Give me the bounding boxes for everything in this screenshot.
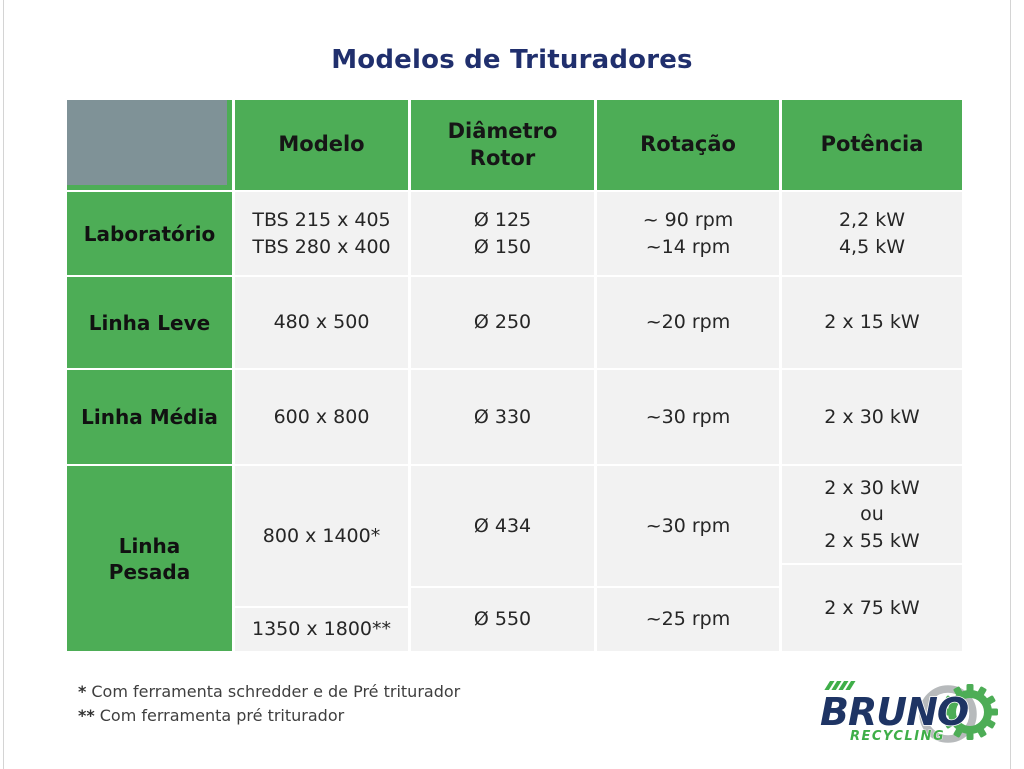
footnote-1: * Com ferramenta schredder e de Pré tritu… — [78, 680, 460, 704]
footnotes: * Com ferramenta schredder e de Pré tritu… — [78, 680, 460, 728]
bruno-recycling-logo: BRUNO RECYCLING — [819, 681, 998, 744]
cell-linha-pesada-potencia-top: 2 x 30 kW ou 2 x 55 kW — [782, 466, 962, 563]
cell-laboratorio-diametro: Ø 125 Ø 150 — [411, 192, 594, 275]
footnote-2-text: Com ferramenta pré triturador — [99, 706, 345, 725]
cell-linha-pesada-modelo-bottom: 1350 x 1800** — [235, 608, 408, 651]
cell-linha-leve-rotacao: ~20 rpm — [597, 277, 779, 368]
slide-edge-left — [3, 0, 4, 769]
column-modelo: Modelo TBS 215 x 405 TBS 280 x 400 480 x… — [235, 100, 408, 651]
logo-subtitle-text: RECYCLING — [850, 729, 945, 744]
logo-brand-text: BRUNO — [820, 690, 968, 734]
cell-linha-pesada-potencia-bottom: 2 x 75 kW — [782, 565, 962, 651]
corner-cell — [67, 100, 232, 190]
column-row-labels: Laboratório Linha Leve Linha Média Linha… — [67, 100, 232, 651]
logo-swoosh-icon — [919, 685, 977, 743]
cell-linha-leve-diametro: Ø 250 — [411, 277, 594, 368]
cell-linha-leve-potencia: 2 x 15 kW — [782, 277, 962, 368]
row-label-linha-pesada: Linha Pesada — [67, 466, 232, 651]
cell-linha-media-modelo: 600 x 800 — [235, 370, 408, 464]
footnote-1-text: Com ferramenta schredder e de Pré tritur… — [91, 682, 461, 701]
cell-linha-pesada-modelo-top: 800 x 1400* — [235, 466, 408, 606]
header-cell-potencia: Potência — [782, 100, 962, 190]
cell-laboratorio-rotacao: ~ 90 rpm ~14 rpm — [597, 192, 779, 275]
header-cell-modelo: Modelo — [235, 100, 408, 190]
logo-hatch-marks-icon — [824, 681, 856, 690]
row-label-linha-media: Linha Média — [67, 370, 232, 464]
footnote-1-marker: * — [78, 682, 87, 701]
footnote-2-marker: ** — [78, 706, 95, 725]
corner-cell-overlay — [67, 100, 227, 185]
models-table: Laboratório Linha Leve Linha Média Linha… — [67, 100, 962, 651]
cell-linha-pesada-diametro-bottom: Ø 550 — [411, 588, 594, 651]
cell-linha-media-potencia: 2 x 30 kW — [782, 370, 962, 464]
footnote-2: ** Com ferramenta pré triturador — [78, 704, 460, 728]
cell-linha-pesada-rotacao-top: ~30 rpm — [597, 466, 779, 586]
cell-linha-pesada-diametro-top: Ø 434 — [411, 466, 594, 586]
header-cell-rotacao: Rotação — [597, 100, 779, 190]
gear-icon — [942, 684, 998, 740]
column-potencia: Potência 2,2 kW 4,5 kW 2 x 15 kW 2 x 30 … — [782, 100, 962, 651]
row-label-linha-leve: Linha Leve — [67, 277, 232, 368]
header-cell-diametro: Diâmetro Rotor — [411, 100, 594, 190]
cell-linha-media-diametro: Ø 330 — [411, 370, 594, 464]
row-label-laboratorio: Laboratório — [67, 192, 232, 275]
cell-linha-leve-modelo: 480 x 500 — [235, 277, 408, 368]
cell-linha-pesada-rotacao-bottom: ~25 rpm — [597, 588, 779, 651]
column-diametro-rotor: Diâmetro Rotor Ø 125 Ø 150 Ø 250 Ø 330 Ø… — [411, 100, 594, 651]
column-rotacao: Rotação ~ 90 rpm ~14 rpm ~20 rpm ~30 rpm… — [597, 100, 779, 651]
cell-laboratorio-modelo: TBS 215 x 405 TBS 280 x 400 — [235, 192, 408, 275]
cell-linha-media-rotacao: ~30 rpm — [597, 370, 779, 464]
page-title: Modelos de Trituradores — [331, 45, 693, 75]
cell-laboratorio-potencia: 2,2 kW 4,5 kW — [782, 192, 962, 275]
slide-edge-right — [1010, 0, 1011, 769]
